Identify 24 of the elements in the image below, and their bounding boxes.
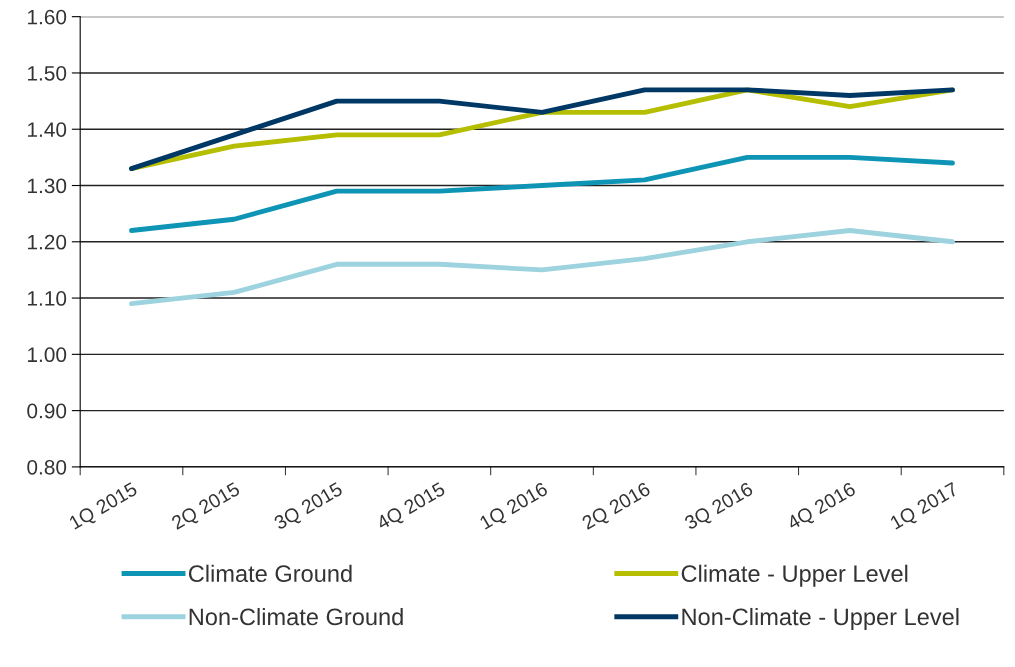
legend-label: Climate Ground xyxy=(188,564,352,583)
x-tick-label: 2Q 2016 xyxy=(581,481,653,533)
x-tick-label: 4Q 2016 xyxy=(785,481,859,534)
line-series xyxy=(129,154,955,233)
y-tick-label: 1.40 xyxy=(28,122,67,137)
y-tick-label: 0.90 xyxy=(27,403,67,419)
x-tick-label: 3Q 2016 xyxy=(683,481,756,534)
x-tick-label: 3Q 2015 xyxy=(273,481,345,534)
y-tick-label: 1.60 xyxy=(28,9,67,25)
x-tick-label: 4Q 2015 xyxy=(375,481,448,534)
line-series xyxy=(129,228,955,307)
y-tick-label: 1.30 xyxy=(28,178,67,194)
y-tick-label: 1.50 xyxy=(28,65,67,81)
y-tick-label: 1.20 xyxy=(28,234,67,250)
x-tick-label: 2Q 2015 xyxy=(170,481,243,533)
y-tick-label: 1.00 xyxy=(28,347,67,363)
x-tick-label: 1Q 2015 xyxy=(68,481,140,533)
legend-label: Climate - Upper Level xyxy=(681,564,908,587)
legend-label: Non-Climate - Upper Level xyxy=(682,607,959,630)
legend-label: Non-Climate Ground xyxy=(189,607,403,626)
x-tick-label: 1Q 2016 xyxy=(478,481,551,533)
y-tick-label: 1.10 xyxy=(28,291,67,306)
x-tick-label: 1Q 2017 xyxy=(889,481,961,533)
y-tick-label: 0.80 xyxy=(27,459,67,475)
